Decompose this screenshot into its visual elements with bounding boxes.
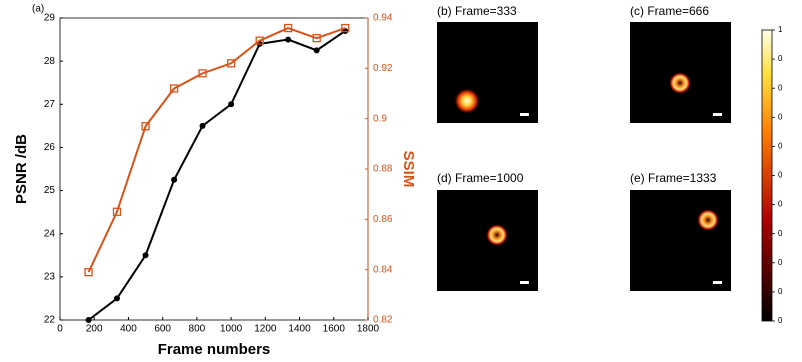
- panel-title: (c) Frame=666: [630, 4, 709, 18]
- series-line: [89, 31, 346, 320]
- y-tick-label: 24: [44, 228, 56, 239]
- series-line: [89, 28, 346, 272]
- y2-tick-label: 0.94: [373, 13, 393, 24]
- x-tick-label: 0: [57, 324, 63, 335]
- x-tick-label: 1000: [220, 324, 243, 335]
- x-tick-label: 800: [189, 324, 206, 335]
- panel-title: (e) Frame=1333: [630, 171, 717, 185]
- y-tick-label: 23: [44, 271, 56, 282]
- y2-tick-label: 0.82: [373, 315, 393, 326]
- marker: [143, 252, 149, 258]
- colorbar-label: 0: [778, 200, 783, 209]
- marker: [171, 177, 177, 183]
- colorbar: [762, 30, 772, 321]
- scale-bar: [520, 113, 529, 116]
- colorbar-label: 1: [778, 25, 783, 34]
- colorbar-label: 0: [778, 83, 783, 92]
- figure: 0200400600800100012001400160018002223242…: [0, 0, 802, 362]
- y-tick-label: 29: [44, 13, 56, 24]
- y-tick-label: 27: [44, 99, 56, 110]
- colorbar-label: 0: [778, 287, 783, 296]
- colorbar-label: 0: [778, 112, 783, 121]
- y-tick-label: 22: [44, 315, 56, 326]
- panel-title: (b) Frame=333: [437, 4, 517, 18]
- colorbar-label: 0: [778, 142, 783, 151]
- plot-frame: [60, 18, 368, 320]
- marker: [314, 47, 320, 53]
- image: [437, 22, 538, 123]
- panel-label: (a): [32, 4, 44, 15]
- y2-tick-label: 0.86: [373, 214, 393, 225]
- y-tick-label: 28: [44, 56, 56, 67]
- colorbar-label: 0: [778, 229, 783, 238]
- x-axis-label: Frame numbers: [158, 341, 271, 358]
- x-tick-label: 600: [154, 324, 171, 335]
- y2-tick-label: 0.84: [373, 264, 393, 275]
- y-tick-label: 25: [44, 185, 56, 196]
- y-axis-label: PSNR /dB: [13, 134, 30, 204]
- scale-bar: [520, 281, 529, 284]
- blob: [454, 88, 480, 114]
- scale-bar: [713, 281, 722, 284]
- blob: [669, 72, 691, 94]
- marker: [86, 317, 92, 323]
- marker: [200, 123, 206, 129]
- x-tick-label: 200: [86, 324, 103, 335]
- x-tick-label: 1400: [288, 324, 311, 335]
- y2-axis-label: SSIM: [400, 151, 417, 188]
- x-tick-label: 1600: [323, 324, 346, 335]
- x-tick-label: 1200: [254, 324, 277, 335]
- colorbar-label: 0: [778, 54, 783, 63]
- blob: [697, 209, 719, 231]
- colorbar-label: 0: [778, 171, 783, 180]
- marker: [285, 37, 291, 43]
- blob: [486, 224, 508, 246]
- image: [630, 190, 731, 291]
- marker: [228, 101, 234, 107]
- y-tick-label: 26: [44, 142, 56, 153]
- y2-tick-label: 0.9: [373, 113, 387, 124]
- scale-bar: [713, 113, 722, 116]
- colorbar-label: 0: [778, 258, 783, 267]
- y2-tick-label: 0.92: [373, 63, 393, 74]
- y2-tick-label: 0.88: [373, 164, 393, 175]
- x-tick-label: 400: [120, 324, 137, 335]
- colorbar-label: 0: [778, 316, 783, 325]
- panel-title: (d) Frame=1000: [437, 171, 524, 185]
- marker: [114, 295, 120, 301]
